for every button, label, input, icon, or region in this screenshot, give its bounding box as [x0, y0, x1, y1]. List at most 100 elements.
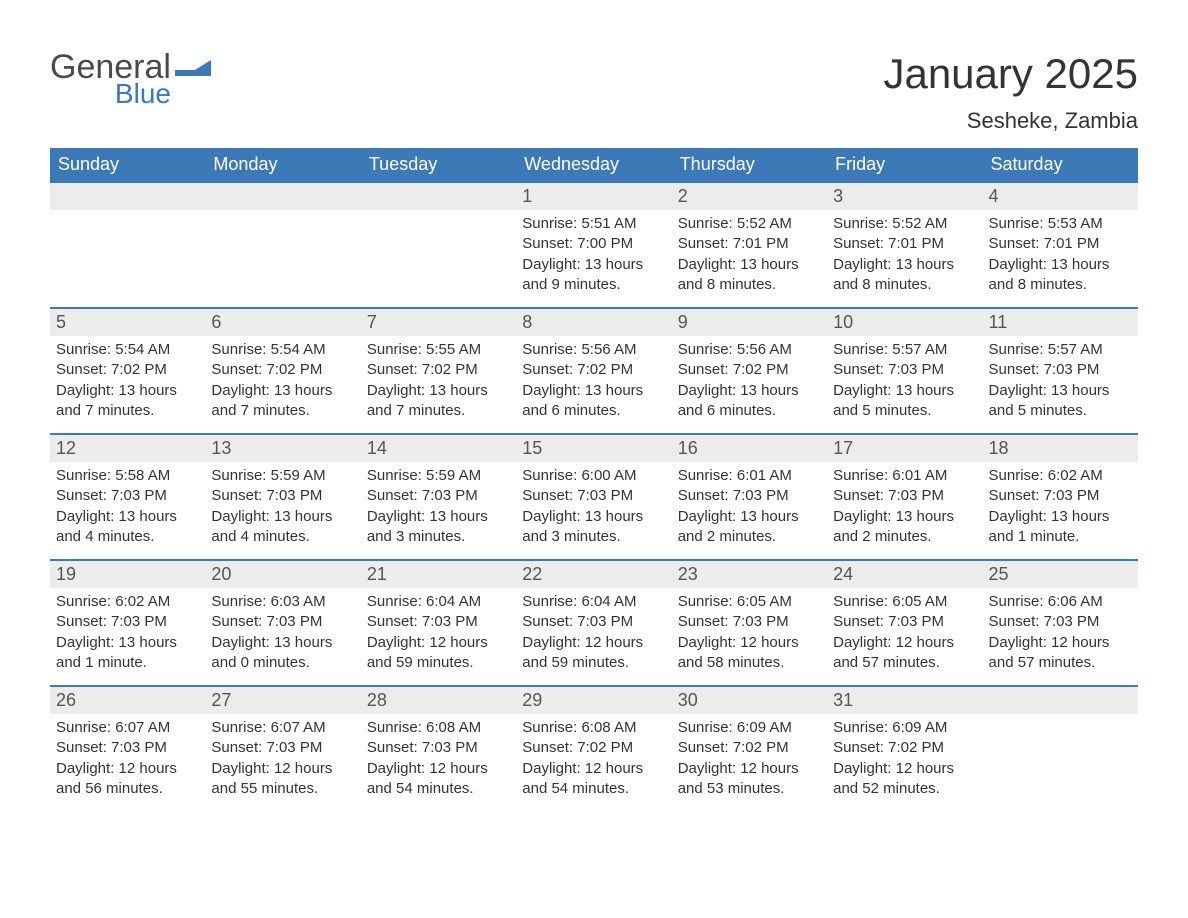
- brand-logo: General Blue: [50, 50, 211, 108]
- day-body: Sunrise: 6:00 AMSunset: 7:03 PMDaylight:…: [522, 466, 665, 547]
- sunset-text: Sunset: 7:03 PM: [211, 486, 354, 506]
- day-cell: 7Sunrise: 5:55 AMSunset: 7:02 PMDaylight…: [361, 307, 516, 433]
- sunset-text: Sunset: 7:02 PM: [678, 360, 821, 380]
- sunset-text: Sunset: 7:03 PM: [522, 612, 665, 632]
- day-number: 2: [672, 183, 827, 210]
- sunset-text: Sunset: 7:03 PM: [211, 612, 354, 632]
- sunrise-text: Sunrise: 5:52 AM: [833, 214, 976, 234]
- daylight-text: Daylight: 12 hours and 54 minutes.: [367, 759, 510, 800]
- daylight-text: Daylight: 13 hours and 7 minutes.: [56, 381, 199, 422]
- sunset-text: Sunset: 7:02 PM: [211, 360, 354, 380]
- day-cell: 12Sunrise: 5:58 AMSunset: 7:03 PMDayligh…: [50, 433, 205, 559]
- day-number: 14: [361, 435, 516, 462]
- daylight-text: Daylight: 12 hours and 53 minutes.: [678, 759, 821, 800]
- sunset-text: Sunset: 7:03 PM: [833, 612, 976, 632]
- sunrise-text: Sunrise: 6:03 AM: [211, 592, 354, 612]
- day-cell: 23Sunrise: 6:05 AMSunset: 7:03 PMDayligh…: [672, 559, 827, 685]
- day-body: Sunrise: 6:09 AMSunset: 7:02 PMDaylight:…: [678, 718, 821, 799]
- day-number: 28: [361, 687, 516, 714]
- day-number: 8: [516, 309, 671, 336]
- sunrise-text: Sunrise: 6:02 AM: [56, 592, 199, 612]
- daylight-text: Daylight: 12 hours and 52 minutes.: [833, 759, 976, 800]
- day-cell: 3Sunrise: 5:52 AMSunset: 7:01 PMDaylight…: [827, 181, 982, 307]
- daylight-text: Daylight: 13 hours and 5 minutes.: [833, 381, 976, 422]
- day-of-week-header: Sunday Monday Tuesday Wednesday Thursday…: [50, 148, 1138, 181]
- daylight-text: Daylight: 13 hours and 6 minutes.: [522, 381, 665, 422]
- sunrise-text: Sunrise: 6:02 AM: [989, 466, 1132, 486]
- sunset-text: Sunset: 7:02 PM: [678, 738, 821, 758]
- day-cell: 22Sunrise: 6:04 AMSunset: 7:03 PMDayligh…: [516, 559, 671, 685]
- day-cell: 4Sunrise: 5:53 AMSunset: 7:01 PMDaylight…: [983, 181, 1138, 307]
- daylight-text: Daylight: 12 hours and 57 minutes.: [833, 633, 976, 674]
- day-number: 1: [516, 183, 671, 210]
- day-number: 18: [983, 435, 1138, 462]
- daylight-text: Daylight: 12 hours and 56 minutes.: [56, 759, 199, 800]
- day-number: 15: [516, 435, 671, 462]
- daylight-text: Daylight: 13 hours and 0 minutes.: [211, 633, 354, 674]
- day-body: Sunrise: 6:02 AMSunset: 7:03 PMDaylight:…: [989, 466, 1132, 547]
- day-number: 12: [50, 435, 205, 462]
- daylight-text: Daylight: 13 hours and 1 minute.: [989, 507, 1132, 548]
- day-body: Sunrise: 5:54 AMSunset: 7:02 PMDaylight:…: [211, 340, 354, 421]
- day-cell: 16Sunrise: 6:01 AMSunset: 7:03 PMDayligh…: [672, 433, 827, 559]
- daylight-text: Daylight: 13 hours and 8 minutes.: [678, 255, 821, 296]
- day-body: Sunrise: 5:56 AMSunset: 7:02 PMDaylight:…: [678, 340, 821, 421]
- sunrise-text: Sunrise: 5:51 AM: [522, 214, 665, 234]
- sunrise-text: Sunrise: 6:06 AM: [989, 592, 1132, 612]
- day-number: [50, 183, 205, 210]
- sunset-text: Sunset: 7:03 PM: [211, 738, 354, 758]
- dow-monday: Monday: [205, 148, 360, 181]
- day-body: Sunrise: 6:06 AMSunset: 7:03 PMDaylight:…: [989, 592, 1132, 673]
- daylight-text: Daylight: 13 hours and 6 minutes.: [678, 381, 821, 422]
- week-row: 5Sunrise: 5:54 AMSunset: 7:02 PMDaylight…: [50, 307, 1138, 433]
- sunrise-text: Sunrise: 6:04 AM: [367, 592, 510, 612]
- sunset-text: Sunset: 7:03 PM: [522, 486, 665, 506]
- sunrise-text: Sunrise: 6:08 AM: [367, 718, 510, 738]
- sunrise-text: Sunrise: 5:56 AM: [522, 340, 665, 360]
- day-body: Sunrise: 5:59 AMSunset: 7:03 PMDaylight:…: [211, 466, 354, 547]
- day-cell: 5Sunrise: 5:54 AMSunset: 7:02 PMDaylight…: [50, 307, 205, 433]
- daylight-text: Daylight: 12 hours and 54 minutes.: [522, 759, 665, 800]
- day-number: 3: [827, 183, 982, 210]
- day-body: Sunrise: 5:52 AMSunset: 7:01 PMDaylight:…: [678, 214, 821, 295]
- sunset-text: Sunset: 7:03 PM: [678, 486, 821, 506]
- sunrise-text: Sunrise: 5:59 AM: [367, 466, 510, 486]
- sunset-text: Sunset: 7:03 PM: [833, 486, 976, 506]
- day-number: 31: [827, 687, 982, 714]
- sunset-text: Sunset: 7:03 PM: [833, 360, 976, 380]
- sunset-text: Sunset: 7:03 PM: [989, 612, 1132, 632]
- day-number: 11: [983, 309, 1138, 336]
- dow-wednesday: Wednesday: [516, 148, 671, 181]
- day-cell: [983, 685, 1138, 811]
- day-body: Sunrise: 6:05 AMSunset: 7:03 PMDaylight:…: [833, 592, 976, 673]
- day-number: 23: [672, 561, 827, 588]
- day-number: 20: [205, 561, 360, 588]
- day-cell: 20 Sunrise: 6:03 AMSunset: 7:03 PMDayligh…: [205, 559, 360, 685]
- sunrise-text: Sunrise: 5:58 AM: [56, 466, 199, 486]
- day-cell: 10Sunrise: 5:57 AMSunset: 7:03 PMDayligh…: [827, 307, 982, 433]
- daylight-text: Daylight: 13 hours and 7 minutes.: [367, 381, 510, 422]
- day-body: Sunrise: 6:09 AMSunset: 7:02 PMDaylight:…: [833, 718, 976, 799]
- flag-icon: [175, 56, 211, 80]
- day-number: 30: [672, 687, 827, 714]
- dow-thursday: Thursday: [672, 148, 827, 181]
- daylight-text: Daylight: 13 hours and 3 minutes.: [522, 507, 665, 548]
- daylight-text: Daylight: 13 hours and 3 minutes.: [367, 507, 510, 548]
- sunset-text: Sunset: 7:03 PM: [989, 360, 1132, 380]
- sunset-text: Sunset: 7:02 PM: [367, 360, 510, 380]
- day-cell: 17Sunrise: 6:01 AMSunset: 7:03 PMDayligh…: [827, 433, 982, 559]
- sunset-text: Sunset: 7:03 PM: [367, 486, 510, 506]
- sunrise-text: Sunrise: 6:09 AM: [833, 718, 976, 738]
- sunrise-text: Sunrise: 5:57 AM: [833, 340, 976, 360]
- sunrise-text: Sunrise: 5:57 AM: [989, 340, 1132, 360]
- day-body: Sunrise: 5:54 AMSunset: 7:02 PMDaylight:…: [56, 340, 199, 421]
- weeks-container: 1Sunrise: 5:51 AMSunset: 7:00 PMDaylight…: [50, 181, 1138, 811]
- sunset-text: Sunset: 7:03 PM: [56, 612, 199, 632]
- day-number: [205, 183, 360, 210]
- sunset-text: Sunset: 7:02 PM: [522, 360, 665, 380]
- daylight-text: Daylight: 12 hours and 59 minutes.: [367, 633, 510, 674]
- day-cell: 28Sunrise: 6:08 AMSunset: 7:03 PMDayligh…: [361, 685, 516, 811]
- sunrise-text: Sunrise: 6:05 AM: [833, 592, 976, 612]
- sunrise-text: Sunrise: 5:54 AM: [56, 340, 199, 360]
- day-cell: [50, 181, 205, 307]
